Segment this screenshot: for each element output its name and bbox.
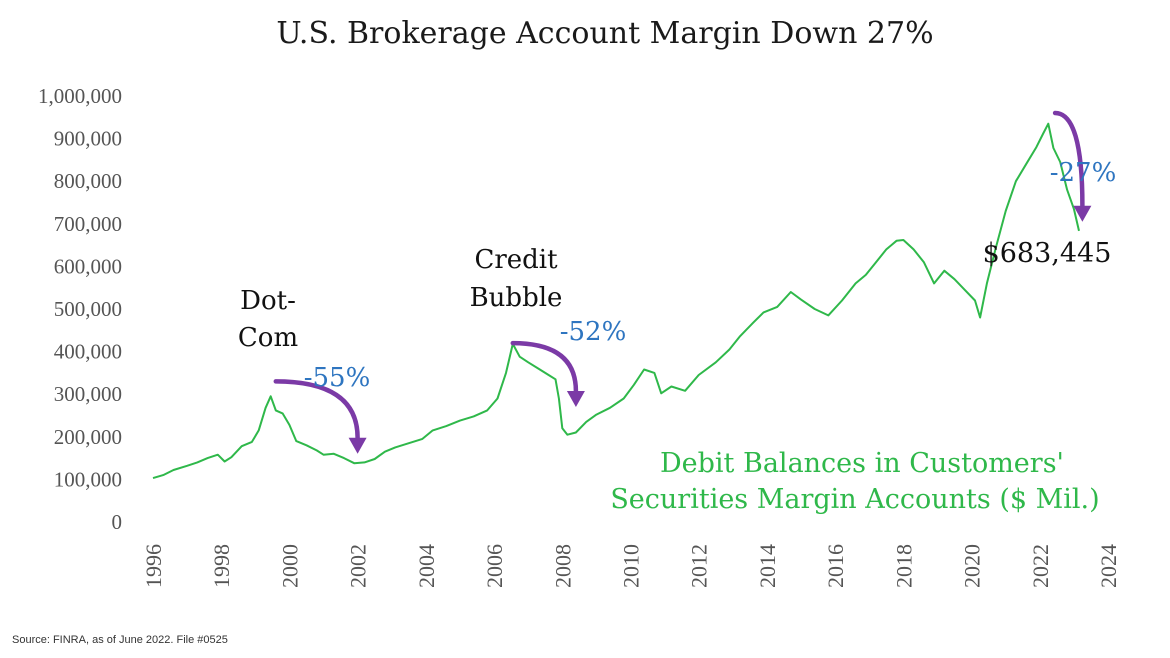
x-tick-label: 1996: [141, 544, 166, 588]
annotation-dotcom-change: -55%: [304, 363, 371, 393]
legend-line1: Debit Balances in Customers': [660, 448, 1064, 479]
legend-line2: Securities Margin Accounts ($ Mil.): [610, 484, 1099, 515]
annotation-dotcom-line2: Com: [238, 323, 298, 353]
y-axis-ticks: 0 100,000 200,000 300,000 400,000 500,000 600,…: [38, 84, 122, 534]
arrow-group: [273, 110, 1092, 454]
annotation-arrowhead: [348, 437, 367, 454]
x-tick-label: 2012: [687, 544, 712, 588]
annotation-dotcom-line1: Dot-: [240, 286, 296, 316]
x-tick-label: 2008: [550, 544, 575, 588]
annotation-current-change: -27%: [1050, 158, 1117, 188]
x-tick-label: 2002: [346, 544, 371, 588]
annotation-arrow: [273, 379, 360, 441]
x-tick-label: 2016: [823, 544, 848, 588]
y-tick-label: 600,000: [54, 254, 122, 278]
x-tick-label: 2004: [414, 544, 439, 588]
annotation-arrow: [1052, 110, 1085, 208]
series-group: [152, 122, 1080, 480]
x-tick-label: 2000: [277, 544, 302, 588]
annotation-credit-change: -52%: [560, 317, 627, 347]
y-tick-label: 300,000: [54, 382, 122, 406]
x-tick-label: 2022: [1028, 544, 1053, 588]
x-tick-label: 2018: [891, 544, 916, 588]
annotation-current-value: $683,445: [983, 238, 1112, 269]
y-tick-label: 0: [112, 510, 123, 534]
chart-title: U.S. Brokerage Account Margin Down 27%: [276, 16, 933, 51]
annotation-credit-line2: Bubble: [470, 283, 563, 313]
y-tick-label: 400,000: [54, 340, 122, 364]
x-tick-label: 2010: [619, 544, 644, 588]
annotation-credit-line1: Credit: [474, 245, 558, 275]
source-note: Source: FINRA, as of June 2022. File #05…: [12, 634, 228, 646]
annotation-arrow: [510, 340, 579, 394]
x-axis-ticks: 1996 1998 2000 2002 2004 2006 2008 2010 2012 2014…: [141, 544, 1121, 588]
y-tick-label: 700,000: [54, 212, 122, 236]
x-tick-label: 1998: [209, 544, 234, 588]
y-tick-label: 1,000,000: [38, 84, 122, 108]
x-tick-label: 2024: [1096, 544, 1121, 588]
annotation-arrowhead: [1073, 205, 1092, 222]
x-tick-label: 2020: [960, 544, 985, 588]
y-tick-label: 500,000: [54, 297, 122, 321]
x-tick-label: 2014: [755, 544, 780, 588]
y-tick-label: 200,000: [54, 425, 122, 449]
annotation-arrowhead: [566, 391, 585, 407]
y-tick-label: 900,000: [54, 127, 122, 151]
y-tick-label: 800,000: [54, 169, 122, 193]
y-tick-label: 100,000: [54, 467, 122, 491]
series-line: [152, 122, 1080, 480]
x-tick-label: 2006: [482, 544, 507, 588]
